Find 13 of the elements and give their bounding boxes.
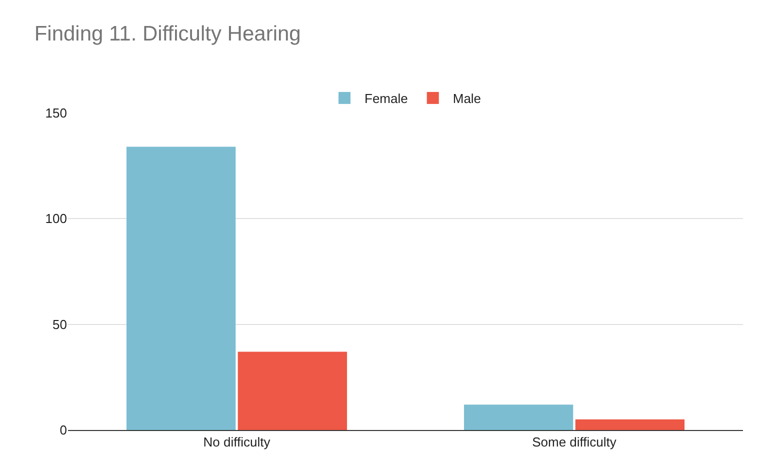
y-tick-label: 0 [60, 422, 67, 438]
y-tick-label: 50 [52, 316, 67, 332]
x-tick-label: Some difficulty [532, 434, 617, 450]
bar [238, 352, 348, 430]
legend-label: Female [364, 91, 408, 106]
bar [464, 404, 574, 430]
y-tick-label: 100 [45, 211, 67, 226]
chart-title: Finding 11. Difficulty Hearing [34, 22, 301, 46]
legend-label: Male [452, 91, 482, 106]
x-tick-label: No difficulty [203, 434, 271, 450]
y-tick-label: 150 [45, 106, 67, 121]
bar [126, 146, 236, 430]
bar [575, 419, 685, 430]
